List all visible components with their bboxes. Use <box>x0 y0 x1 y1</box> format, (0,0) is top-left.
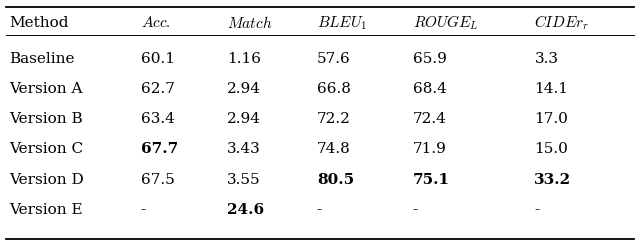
Text: Version B: Version B <box>10 112 83 126</box>
Text: -: - <box>413 203 418 217</box>
Text: 66.8: 66.8 <box>317 82 351 96</box>
Text: 2.94: 2.94 <box>227 112 261 126</box>
Text: $\it{Acc.}$: $\it{Acc.}$ <box>141 15 170 30</box>
Text: 67.7: 67.7 <box>141 142 178 156</box>
Text: Version C: Version C <box>10 142 84 156</box>
Text: $\it{ROUGE}_{L}$: $\it{ROUGE}_{L}$ <box>413 13 479 32</box>
Text: Version E: Version E <box>10 203 83 217</box>
Text: $\it{Match}$: $\it{Match}$ <box>227 15 273 31</box>
Text: -: - <box>317 203 322 217</box>
Text: 75.1: 75.1 <box>413 173 450 187</box>
Text: 63.4: 63.4 <box>141 112 175 126</box>
Text: 1.16: 1.16 <box>227 52 261 66</box>
Text: Baseline: Baseline <box>10 52 75 66</box>
Text: 15.0: 15.0 <box>534 142 568 156</box>
Text: 74.8: 74.8 <box>317 142 351 156</box>
Text: 3.3: 3.3 <box>534 52 558 66</box>
Text: 3.43: 3.43 <box>227 142 261 156</box>
Text: 14.1: 14.1 <box>534 82 568 96</box>
Text: 24.6: 24.6 <box>227 203 264 217</box>
Text: $\it{BLEU}_{1}$: $\it{BLEU}_{1}$ <box>317 14 367 32</box>
Text: 33.2: 33.2 <box>534 173 572 187</box>
Text: -: - <box>141 203 146 217</box>
Text: 80.5: 80.5 <box>317 173 354 187</box>
Text: 17.0: 17.0 <box>534 112 568 126</box>
Text: 2.94: 2.94 <box>227 82 261 96</box>
Text: Version A: Version A <box>10 82 83 96</box>
Text: 67.5: 67.5 <box>141 173 175 187</box>
Text: 68.4: 68.4 <box>413 82 447 96</box>
Text: 71.9: 71.9 <box>413 142 447 156</box>
Text: 72.2: 72.2 <box>317 112 351 126</box>
Text: 3.55: 3.55 <box>227 173 261 187</box>
Text: Method: Method <box>10 16 69 30</box>
Text: $\it{CIDEr}_{r}$: $\it{CIDEr}_{r}$ <box>534 13 589 32</box>
Text: -: - <box>534 203 540 217</box>
Text: 72.4: 72.4 <box>413 112 447 126</box>
Text: 57.6: 57.6 <box>317 52 351 66</box>
Text: 62.7: 62.7 <box>141 82 175 96</box>
Text: 60.1: 60.1 <box>141 52 175 66</box>
Text: 65.9: 65.9 <box>413 52 447 66</box>
Text: Version D: Version D <box>10 173 84 187</box>
